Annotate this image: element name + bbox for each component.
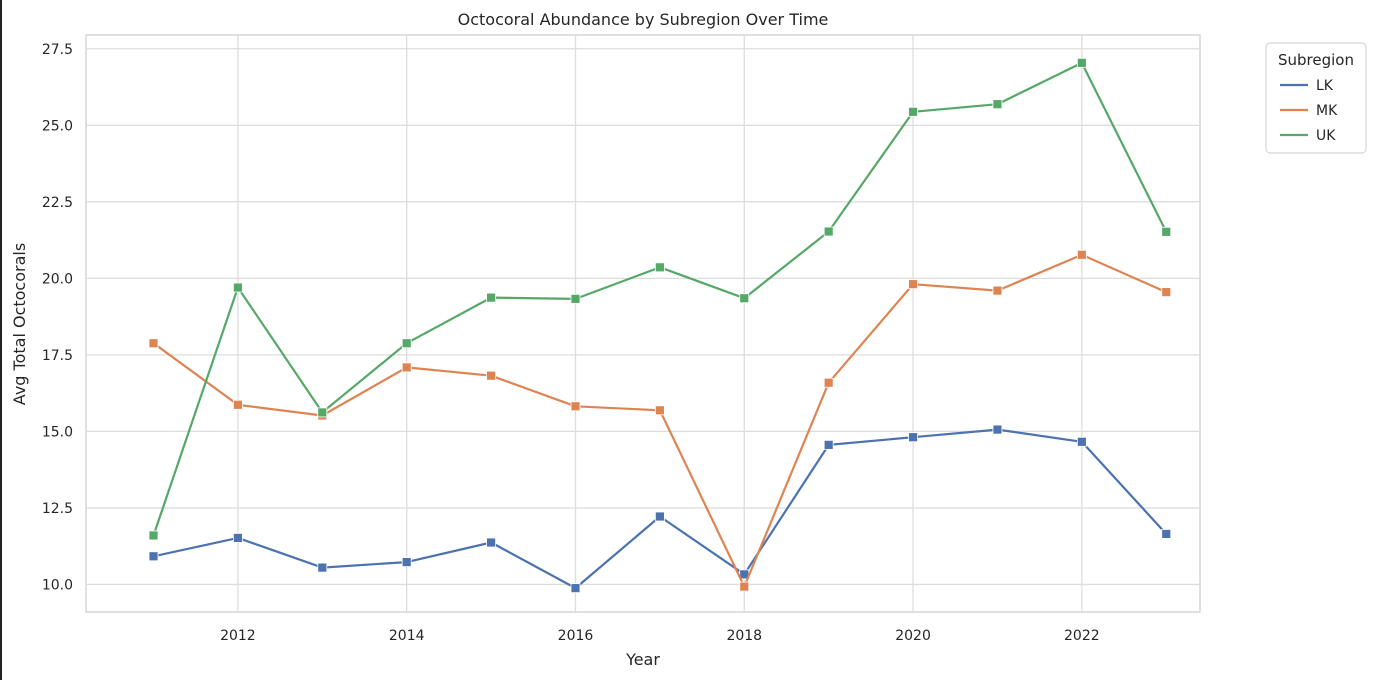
data-point-uk: [739, 293, 750, 304]
x-tick-label: 2012: [220, 628, 256, 644]
data-point-uk: [486, 292, 496, 303]
data-point-mk: [233, 399, 243, 410]
data-point-mk: [654, 405, 665, 416]
data-point-uk: [401, 338, 412, 349]
data-point-lk: [233, 533, 243, 543]
data-point-mk: [1076, 249, 1087, 260]
data-point-uk: [654, 262, 665, 273]
data-point-lk: [570, 583, 581, 594]
data-point-uk: [1161, 226, 1172, 237]
y-tick-label: 20.0: [42, 271, 73, 287]
y-tick-label: 27.5: [42, 42, 73, 58]
data-point-uk: [570, 293, 581, 304]
series-uk: [148, 57, 1172, 541]
y-tick-label: 22.5: [42, 195, 73, 211]
data-point-mk: [148, 338, 159, 349]
x-tick-label: 2020: [895, 628, 931, 644]
x-tick-label: 2018: [726, 628, 762, 644]
window-edge: [0, 0, 2, 680]
data-point-lk: [908, 432, 918, 443]
data-point-mk: [486, 370, 496, 381]
data-point-mk: [992, 285, 1003, 296]
legend: Subregion LK MK UK: [1265, 42, 1367, 154]
x-tick-label: 2016: [558, 628, 594, 644]
data-series: [148, 57, 1172, 594]
y-tick-label: 17.5: [42, 348, 73, 364]
data-point-lk: [401, 557, 412, 568]
data-point-uk: [233, 282, 243, 293]
data-point-mk: [570, 401, 581, 412]
data-point-lk: [992, 424, 1003, 435]
legend-label: UK: [1316, 128, 1336, 144]
data-point-uk: [1076, 57, 1087, 68]
data-point-uk: [148, 530, 159, 541]
data-point-mk: [1161, 287, 1172, 298]
grid-lines: [86, 35, 1200, 612]
data-point-mk: [908, 279, 918, 290]
legend-item-lk: LK: [1280, 78, 1334, 94]
data-point-mk: [401, 362, 412, 373]
data-point-lk: [1076, 436, 1087, 447]
data-point-uk: [992, 99, 1003, 110]
data-point-lk: [148, 551, 159, 562]
legend-item-mk: MK: [1280, 103, 1338, 119]
data-point-lk: [823, 439, 834, 450]
data-point-lk: [317, 562, 328, 573]
series-lk: [148, 424, 1172, 594]
y-tick-label: 10.0: [42, 577, 73, 593]
legend-item-uk: UK: [1280, 128, 1336, 144]
y-axis-label: Avg Total Octocorals: [10, 243, 29, 405]
plot-area: [85, 34, 1201, 613]
legend-label: LK: [1316, 78, 1334, 94]
legend-box: [1265, 42, 1367, 154]
y-tick-label: 15.0: [42, 424, 73, 440]
y-tick-label: 12.5: [42, 501, 73, 517]
data-point-lk: [486, 537, 496, 548]
axis-ticks: 2012 2014 2016 2018 2020 2022 10.0 12.5 15.0 17.5…: [42, 42, 1100, 644]
data-point-uk: [317, 407, 328, 418]
data-point-mk: [739, 581, 750, 592]
x-tick-label: 2014: [389, 628, 425, 644]
y-tick-label: 25.0: [42, 118, 73, 134]
x-tick-label: 2022: [1064, 628, 1100, 644]
legend-title: Subregion: [1278, 51, 1354, 69]
data-point-uk: [908, 106, 918, 117]
data-point-mk: [823, 377, 834, 388]
data-point-lk: [1161, 529, 1172, 539]
data-point-lk: [654, 511, 665, 522]
legend-label: MK: [1316, 103, 1338, 119]
chart-title: Octocoral Abundance by Subregion Over Ti…: [458, 10, 829, 29]
data-point-uk: [823, 226, 834, 237]
x-axis-label: Year: [625, 650, 660, 669]
